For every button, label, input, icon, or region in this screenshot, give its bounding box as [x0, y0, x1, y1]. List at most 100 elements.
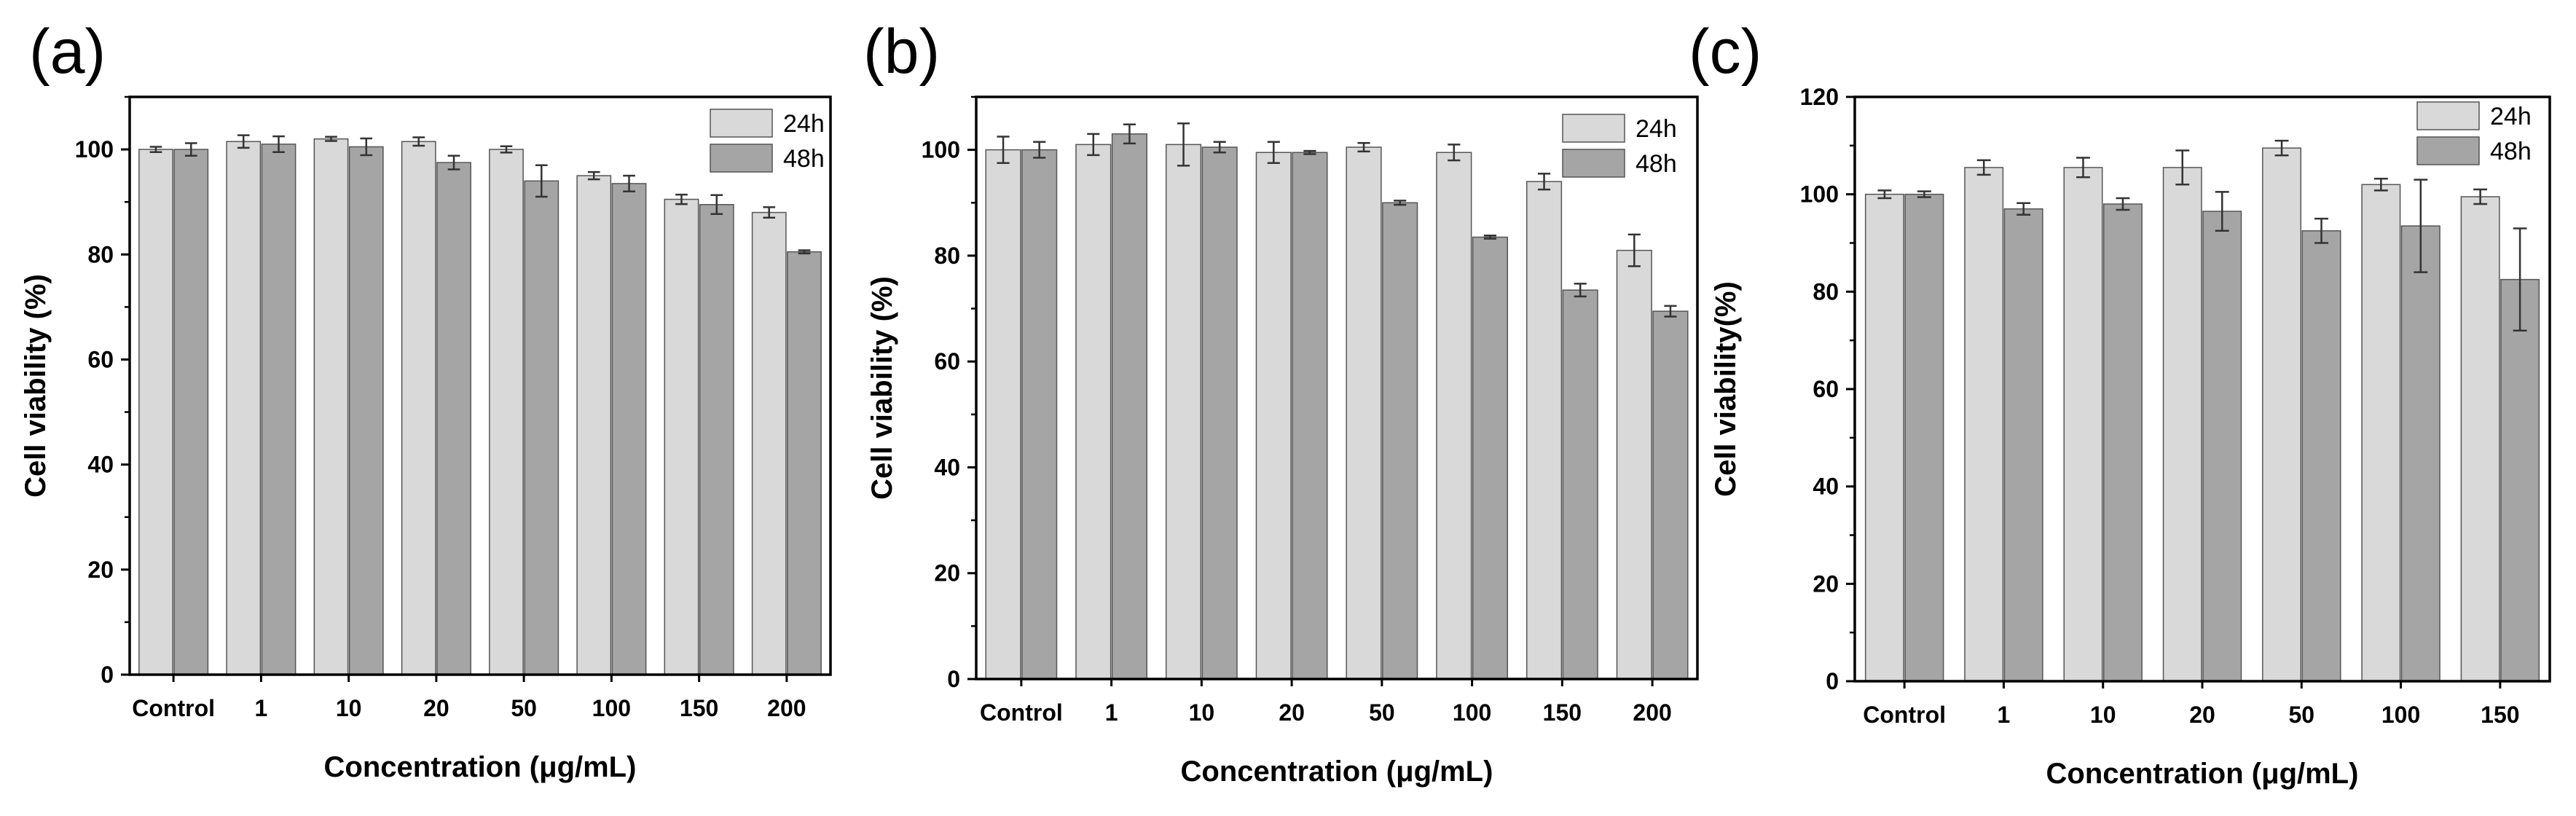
error-bar-48h — [1303, 149, 1316, 155]
error-bar-24h — [1357, 141, 1370, 153]
bar-24h — [138, 149, 173, 675]
x-tick-label: 1 — [1998, 702, 2011, 728]
y-tick-label: 40 — [934, 454, 960, 480]
bar-24h — [2262, 147, 2302, 682]
error-bar-24h — [2274, 139, 2289, 157]
bar-24h — [2162, 167, 2202, 682]
bar-24h — [985, 149, 1021, 680]
error-bar-48h — [1033, 141, 1046, 159]
error-bar-24h — [587, 170, 600, 181]
legend-label: 48h — [2490, 138, 2532, 165]
legend-label: 24h — [1635, 115, 1677, 143]
bar-24h — [226, 141, 262, 675]
y-axis-title: Cell viability (%) — [20, 274, 52, 498]
error-bar-24h — [675, 193, 688, 205]
error-bar-48h — [2314, 217, 2328, 244]
y-tick-label: 0 — [947, 666, 960, 692]
x-tick-label: 10 — [336, 695, 362, 721]
x-tick-label: 100 — [1453, 699, 1491, 726]
y-tick-label: 40 — [1813, 474, 1839, 500]
x-tick-label: 200 — [767, 695, 806, 721]
x-tick-label: 20 — [423, 695, 449, 721]
bar-48h — [1472, 236, 1509, 680]
x-tick-label: 100 — [592, 695, 631, 721]
legend-swatch-24h — [2416, 101, 2480, 130]
y-axis-title: Cell viability (%) — [866, 276, 898, 500]
bar-24h — [1436, 152, 1472, 680]
error-bar-24h — [763, 206, 776, 219]
legend-label: 48h — [1635, 150, 1677, 178]
y-tick-label: 100 — [922, 137, 960, 163]
y-tick-label: 20 — [87, 557, 114, 583]
y-tick-label: 60 — [934, 348, 960, 374]
bar-24h — [664, 198, 699, 675]
bar-48h — [787, 251, 822, 675]
bar-24h — [401, 141, 436, 675]
bar-48h — [1292, 152, 1328, 680]
error-bar-48h — [1394, 200, 1407, 206]
bar-48h — [611, 183, 647, 675]
bar-48h — [1904, 193, 1944, 682]
error-bar-24h — [1537, 173, 1551, 191]
y-axis-title: Cell viability(%) — [1710, 281, 1742, 497]
plot-frame — [975, 95, 1699, 680]
chart-panel-b: (b) 0 20 40 60 80 100 Control 1 10 20 50 100 150 200 Co… — [863, 17, 1699, 788]
error-bar-48h — [272, 135, 285, 153]
error-bar-24h — [412, 136, 425, 147]
x-tick-label: Control — [1863, 702, 1946, 728]
error-bar-24h — [1267, 141, 1280, 165]
error-bar-48h — [2215, 191, 2229, 232]
x-tick-label: 150 — [2481, 702, 2519, 728]
bar-48h — [2202, 211, 2242, 682]
error-bar-48h — [710, 194, 723, 216]
panel-label: (b) — [863, 17, 940, 87]
bar-48h — [436, 162, 471, 675]
y-tick-label: 120 — [1800, 84, 1839, 110]
bar-24h — [1165, 144, 1202, 680]
error-bar-24h — [1448, 144, 1461, 162]
error-bar-24h — [2175, 149, 2190, 186]
x-tick-label: Control — [980, 699, 1063, 726]
bar-24h — [1255, 152, 1292, 680]
chart-panel-c: (c) 0 20 40 60 80 100 120 Control 1 10 20 50 100 150 Co… — [1689, 17, 2551, 790]
error-bar-48h — [2017, 202, 2031, 216]
y-tick-label: 20 — [1813, 570, 1839, 597]
x-tick-label: 150 — [1543, 699, 1582, 726]
bar-24h — [2063, 167, 2103, 682]
plot-frame — [1853, 95, 2551, 683]
x-tick-label: 100 — [2381, 702, 2420, 728]
bar-48h — [1021, 149, 1058, 680]
y-tick-label: 20 — [934, 560, 960, 586]
y-tick-label: 60 — [1813, 376, 1839, 402]
error-bar-48h — [623, 174, 635, 193]
bar-24h — [2361, 184, 2401, 682]
legend-swatch-48h — [2416, 136, 2480, 165]
error-bar-48h — [535, 164, 548, 198]
bar-48h — [2102, 203, 2143, 682]
x-axis-title: Concentration (μg/mL) — [1181, 756, 1493, 788]
x-tick-label: 10 — [2090, 702, 2116, 728]
error-bar-48h — [1664, 305, 1677, 318]
x-tick-label: 20 — [1279, 699, 1305, 726]
bar-24h — [2460, 196, 2500, 682]
error-bar-24h — [1177, 122, 1190, 167]
y-tick-label: 80 — [1813, 278, 1839, 305]
y-tick-label: 100 — [75, 136, 114, 162]
bar-24h — [1346, 146, 1382, 680]
bar-48h — [173, 149, 209, 675]
bar-48h — [1652, 310, 1689, 680]
error-bar-48h — [447, 154, 460, 170]
chart-panel-a: (a) 0 20 40 60 80 100 Control 1 10 20 50 100 150 200 Co… — [20, 17, 832, 783]
bar-48h — [1111, 133, 1148, 680]
error-bar-48h — [1123, 123, 1136, 145]
bar-48h — [1382, 202, 1418, 680]
y-tick-label: 0 — [1826, 668, 1839, 694]
error-bar-24h — [2473, 188, 2488, 205]
error-bar-24h — [997, 136, 1010, 165]
error-bar-24h — [325, 136, 337, 142]
legend-swatch-48h — [1562, 149, 1625, 178]
legend-swatch-48h — [710, 144, 773, 173]
x-tick-label: 150 — [680, 695, 718, 721]
